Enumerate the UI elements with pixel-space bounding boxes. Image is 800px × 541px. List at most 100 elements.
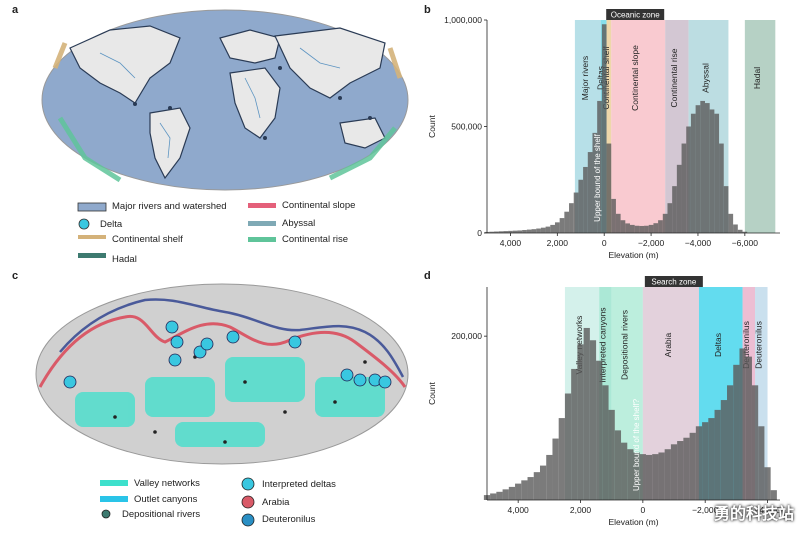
legend-abyssal-label: Abyssal: [282, 218, 316, 229]
bar-18: [596, 360, 603, 500]
bar-40: [733, 364, 740, 500]
legend-depositional-swatch: [101, 509, 111, 519]
legend-arabia-label: Arabia: [262, 497, 290, 508]
bar-43: [686, 126, 691, 233]
y-tick-label-0: 0: [477, 228, 482, 238]
bar-16: [583, 327, 590, 500]
bar-13: [545, 226, 551, 233]
bar-35: [648, 224, 654, 233]
bar-15: [577, 344, 584, 500]
bar-30: [625, 223, 630, 233]
bar-22: [621, 442, 628, 500]
legend-slope-label: Continental slope: [282, 200, 356, 211]
x-tick-label-5: −6,000: [732, 238, 759, 248]
bar-23: [627, 449, 634, 500]
bar-21: [583, 166, 588, 233]
band-label-1: Deltas: [596, 66, 606, 90]
bar-6: [521, 480, 528, 500]
bar-24: [597, 100, 602, 233]
bar-47: [704, 103, 710, 233]
bar-31: [629, 224, 635, 233]
bar-1: [489, 231, 495, 233]
x-tick-label-2: 0: [602, 238, 607, 248]
bar-41: [739, 348, 746, 500]
x-tick-label-3: −2,000: [638, 238, 665, 248]
panel-letter-b: b: [424, 4, 431, 16]
bar-11: [536, 228, 541, 233]
bar-16: [559, 218, 565, 233]
bar-4: [503, 231, 509, 233]
bar-7: [527, 477, 534, 500]
bar-8: [522, 230, 527, 233]
y-tick-label-0: 200,000: [451, 331, 482, 341]
bar-34: [644, 225, 649, 233]
legend-rise-swatch: [248, 237, 276, 242]
x-tick-label-1: 2,000: [570, 505, 592, 515]
legend-delta-swatch: [78, 218, 90, 230]
bar-14: [571, 368, 578, 500]
band-label-6: Hadal: [752, 67, 762, 89]
bar-10: [531, 229, 537, 233]
legend-arabia-swatch: [241, 495, 255, 509]
bar-31: [677, 441, 684, 500]
annotation-1: Search zone: [651, 278, 696, 287]
legend-c-symbols: [100, 477, 255, 527]
legend-slope-swatch: [248, 203, 276, 208]
band-label-3: Arabia: [663, 332, 673, 357]
bar-25: [639, 454, 646, 500]
bar-2: [494, 231, 499, 233]
bar-39: [667, 203, 673, 233]
bar-17: [564, 211, 570, 233]
bar-52: [728, 213, 734, 233]
bar-37: [714, 409, 721, 500]
bar-15: [554, 222, 560, 233]
legend-valley-swatch: [100, 480, 128, 486]
band-2: [606, 20, 612, 233]
bar-41: [676, 164, 682, 233]
bar-38: [720, 400, 728, 500]
legend-rivers-label: Major rivers and watershed: [112, 201, 227, 212]
legend-outlet-label: Outlet canyons: [134, 494, 198, 505]
bar-5: [515, 483, 522, 500]
bar-50: [719, 143, 724, 233]
bar-9: [526, 229, 532, 233]
x-tick-label-0: 4,000: [500, 238, 522, 248]
bar-7: [517, 230, 523, 233]
band-label-0: Major rivers: [580, 56, 590, 100]
bar-54: [737, 229, 743, 233]
legend-hadal-label: Hadal: [112, 254, 137, 265]
bar-1: [490, 493, 497, 500]
x-axis-label: Elevation (m): [608, 250, 658, 260]
legend-hadal-swatch: [78, 253, 106, 258]
legend-abyssal-swatch: [248, 221, 276, 226]
annotation-1: Oceanic zone: [611, 11, 660, 20]
legend-rise-label: Continental rise: [282, 234, 349, 245]
legend-deuteronilus-label: Deuteronilus: [262, 514, 316, 525]
x-tick-label-4: −4,000: [754, 505, 781, 515]
bar-12: [558, 418, 565, 500]
bar-55: [742, 231, 748, 233]
mars-map: [35, 283, 409, 465]
x-tick-label-2: 0: [640, 505, 645, 515]
bar-9: [539, 465, 547, 500]
deuteronilus-line: [59, 298, 405, 378]
bar-40: [672, 186, 677, 233]
annotation-0: Upper bound of the shelf?: [632, 398, 641, 491]
legend-deuteronilus-swatch: [241, 513, 255, 527]
legend-a-symbols: [77, 202, 276, 258]
y-tick-label-1: 500,000: [451, 122, 482, 132]
panel-letter-d: d: [424, 270, 431, 282]
bar-51: [723, 186, 729, 233]
bar-46: [770, 490, 777, 500]
annotation-0: Upper bound of the shelf: [593, 133, 602, 221]
bar-53: [733, 224, 738, 233]
bar-4: [508, 486, 516, 500]
bar-39: [727, 385, 734, 500]
bar-22: [587, 152, 593, 233]
earth-continents: [69, 25, 386, 180]
bar-32: [634, 225, 640, 233]
y-axis-label: Count: [427, 115, 437, 138]
bar-12: [540, 227, 546, 233]
bar-28: [658, 452, 665, 500]
band-3: [611, 20, 666, 233]
